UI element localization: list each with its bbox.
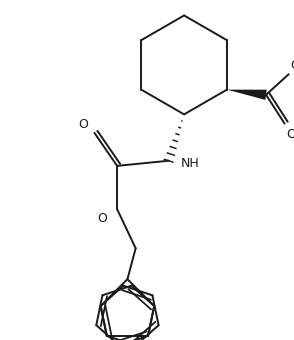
- Text: O: O: [287, 128, 294, 141]
- Text: O: O: [97, 212, 107, 225]
- Text: O: O: [78, 118, 88, 131]
- Polygon shape: [227, 90, 267, 100]
- Text: OH: OH: [290, 59, 294, 72]
- Text: NH: NH: [181, 157, 200, 170]
